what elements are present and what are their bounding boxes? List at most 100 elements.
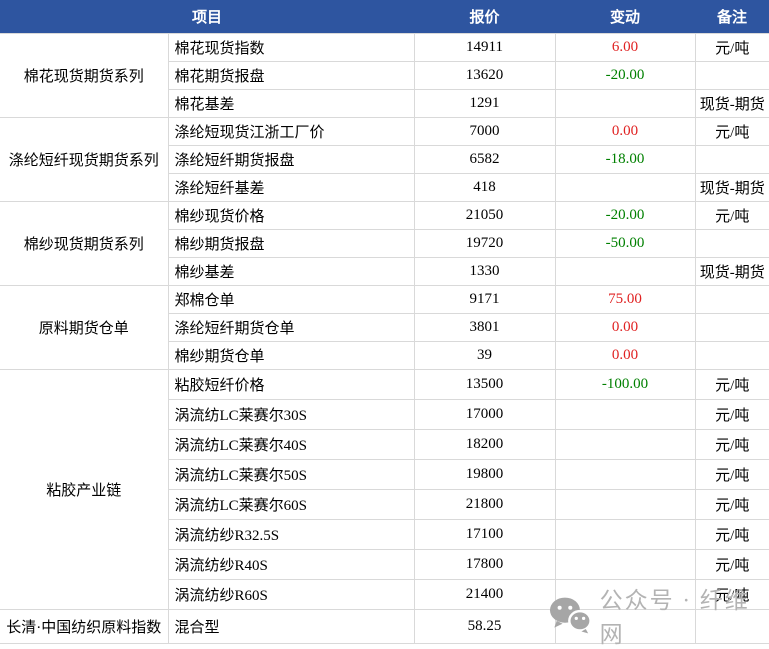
table-row: 棉花现货期货系列 棉花现货指数 14911 6.00 元/吨: [0, 33, 769, 118]
change-cell: [554, 399, 696, 430]
table-row: 涡流纺纱R40S 17800 元/吨: [0, 549, 769, 580]
item-cell: 涤纶短纤期货报盘: [168, 145, 415, 174]
price-cell: 418: [413, 173, 556, 202]
price-table-body: 棉花现货期货系列 棉花现货指数 14911 6.00 元/吨 棉花期货报盘 13620 -20…: [0, 33, 769, 644]
change-cell: -50.00: [554, 229, 696, 258]
note-cell: 元/吨: [694, 519, 769, 550]
price-cell: 18200: [413, 429, 556, 460]
change-cell: -20.00: [554, 61, 696, 90]
price-cell: 39: [413, 341, 556, 370]
table-row: 涤纶短纤期货仓单 3801 0.00: [0, 313, 769, 342]
price-cell: 21050: [413, 201, 556, 230]
item-cell: 郑棉仓单: [167, 285, 415, 314]
group-cell: 原料期货仓单: [0, 285, 169, 370]
price-cell: 17000: [413, 399, 556, 430]
col-header-price: 报价: [414, 0, 556, 34]
note-cell: [694, 313, 769, 342]
col-header-change: 变动: [555, 0, 696, 34]
table-row: 棉纱基差 1330 现货-期货: [0, 257, 769, 286]
col-header-item: 项目: [0, 0, 415, 34]
price-cell: 1330: [413, 257, 556, 286]
change-cell: [554, 459, 696, 490]
table-row: 涡流纺LC莱赛尔40S 18200 元/吨: [0, 429, 769, 460]
change-cell: [554, 579, 696, 610]
item-cell: 涡流纺LC莱赛尔30S: [168, 399, 415, 430]
price-cell: 13620: [413, 61, 556, 90]
table-row: 涡流纺LC莱赛尔30S 17000 元/吨: [0, 399, 769, 430]
table-row: 涡流纺纱R32.5S 17100 元/吨: [0, 519, 769, 550]
price-cell: 17800: [413, 549, 556, 580]
item-cell: 涡流纺LC莱赛尔60S: [168, 489, 415, 520]
price-cell: 21800: [413, 489, 556, 520]
change-cell: [554, 429, 696, 460]
table-row: 棉花基差 1291 现货-期货: [0, 89, 769, 118]
item-cell: 涡流纺LC莱赛尔50S: [168, 459, 415, 490]
change-cell: [554, 549, 696, 580]
table-row: 涤纶短纤基差 418 现货-期货: [0, 173, 769, 202]
item-cell: 涡流纺纱R32.5S: [168, 519, 415, 550]
item-cell: 涤纶短纤期货仓单: [168, 313, 415, 342]
item-cell: 涡流纺纱R60S: [168, 579, 415, 610]
change-cell: [554, 519, 696, 550]
note-cell: 元/吨: [694, 549, 769, 580]
price-cell: 17100: [413, 519, 556, 550]
table-row: 棉纱现货期货系列 棉纱现货价格 21050 -20.00 元/吨: [0, 201, 769, 286]
change-cell: 0.00: [554, 341, 696, 370]
item-cell: 棉花基差: [168, 89, 415, 118]
table-row: 涤纶短纤期货报盘 6582 -18.00: [0, 145, 769, 174]
header-row: 项目 报价 变动 备注: [0, 0, 769, 34]
change-cell: 0.00: [554, 313, 696, 342]
price-cell: 19720: [413, 229, 556, 258]
note-cell: 现货-期货: [694, 173, 769, 202]
item-cell: 混合型: [167, 609, 415, 644]
note-cell: 元/吨: [694, 429, 769, 460]
change-cell: 6.00: [554, 33, 696, 62]
price-cell: 3801: [413, 313, 556, 342]
item-cell: 棉纱期货仓单: [168, 341, 415, 370]
note-cell: [694, 229, 769, 258]
note-cell: [694, 341, 769, 370]
table-row: 棉纱期货仓单 39 0.00: [0, 341, 769, 370]
price-cell: 7000: [413, 117, 556, 146]
group-cell: 涤纶短纤现货期货系列: [0, 117, 169, 202]
price-cell: 6582: [413, 145, 556, 174]
note-cell: 现货-期货: [694, 257, 769, 286]
change-cell: [554, 489, 696, 520]
note-cell: [694, 609, 769, 644]
note-cell: 元/吨: [694, 369, 769, 400]
item-cell: 棉纱现货价格: [167, 201, 415, 230]
note-cell: 元/吨: [694, 399, 769, 430]
item-cell: 涤纶短纤基差: [168, 173, 415, 202]
price-cell: 58.25: [413, 609, 556, 644]
item-cell: 棉纱基差: [168, 257, 415, 286]
change-cell: 0.00: [554, 117, 696, 146]
note-cell: 元/吨: [694, 117, 769, 146]
table-row: 原料期货仓单 郑棉仓单 9171 75.00: [0, 285, 769, 370]
note-cell: 现货-期货: [694, 89, 769, 118]
change-cell: [554, 173, 696, 202]
change-cell: 75.00: [554, 285, 696, 314]
note-cell: 元/吨: [694, 459, 769, 490]
change-cell: -100.00: [554, 369, 696, 400]
price-cell: 9171: [413, 285, 556, 314]
price-cell: 1291: [413, 89, 556, 118]
price-cell: 14911: [413, 33, 556, 62]
price-cell: 19800: [413, 459, 556, 490]
item-cell: 粘胶短纤价格: [167, 369, 415, 400]
change-cell: -20.00: [554, 201, 696, 230]
group-cell: 棉花现货期货系列: [0, 33, 169, 118]
price-cell: 21400: [413, 579, 556, 610]
note-cell: 元/吨: [694, 33, 769, 62]
change-cell: [554, 257, 696, 286]
item-cell: 涤纶短现货江浙工厂价: [167, 117, 415, 146]
note-cell: 元/吨: [694, 579, 769, 610]
item-cell: 棉纱期货报盘: [168, 229, 415, 258]
change-cell: [554, 609, 696, 644]
table-row: 涤纶短纤现货期货系列 涤纶短现货江浙工厂价 7000 0.00 元/吨: [0, 117, 769, 202]
note-cell: [694, 61, 769, 90]
note-cell: [694, 285, 769, 314]
change-cell: -18.00: [554, 145, 696, 174]
item-cell: 棉花期货报盘: [168, 61, 415, 90]
item-cell: 涡流纺纱R40S: [168, 549, 415, 580]
